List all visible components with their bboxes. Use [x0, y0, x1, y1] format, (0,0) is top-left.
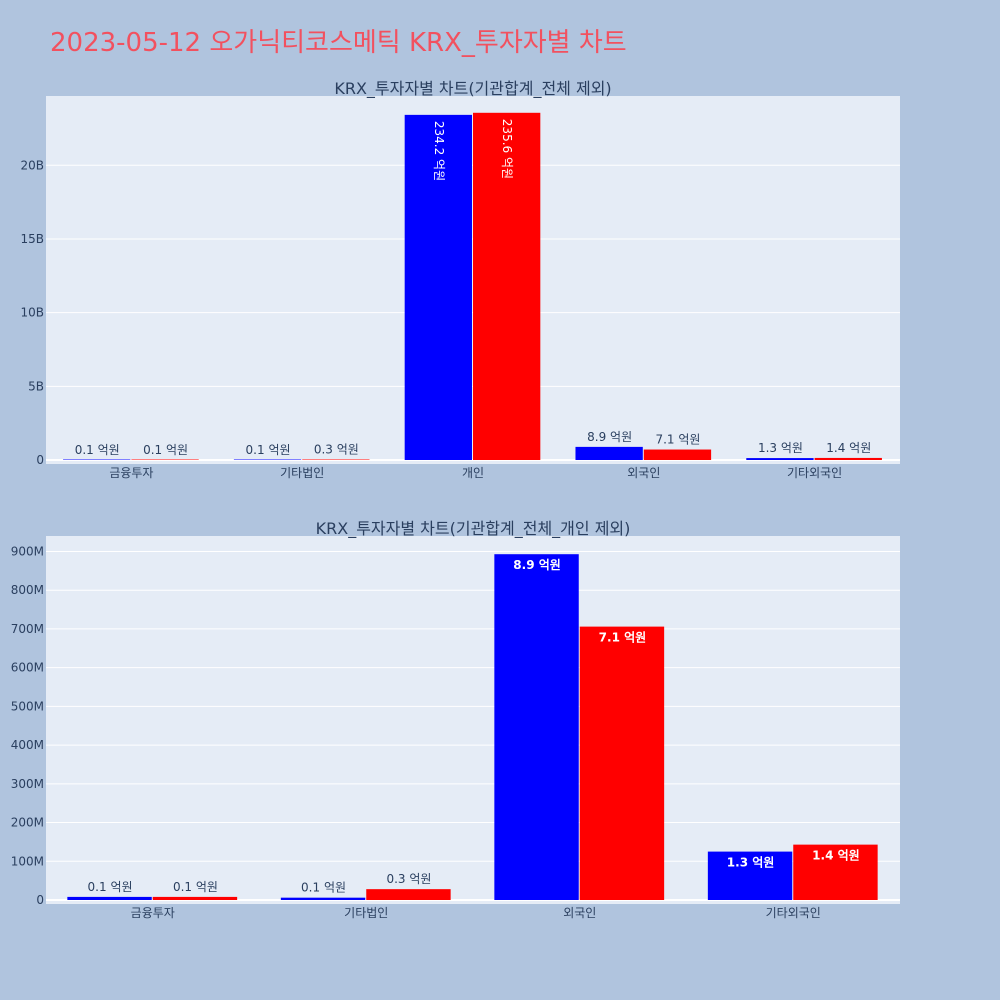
data-label: 235.6 억원 — [500, 119, 514, 179]
data-label: 7.1 억원 — [599, 631, 647, 645]
bar-buy — [233, 459, 302, 460]
y-tick-label: 0 — [36, 893, 44, 907]
bar-sell — [473, 112, 541, 461]
x-tick-label: 금융투자 — [109, 466, 153, 480]
y-tick-label: 10B — [20, 306, 44, 320]
bar-sell — [302, 459, 370, 460]
data-label: 8.9 억원 — [587, 430, 632, 444]
chart-title: KRX_투자자별 차트(기관합계_전체_개인 제외) — [316, 519, 631, 539]
y-tick-label: 200M — [11, 816, 44, 830]
chart-title: KRX_투자자별 차트(기관합계_전체 제외) — [334, 79, 611, 99]
bar-sell — [152, 896, 238, 900]
data-label: 7.1 억원 — [655, 433, 700, 447]
chart-all-investors: KRX_투자자별 차트(기관합계_전체 제외) 0 5B 10B 15B 20B 금융투자 0… — [20, 79, 900, 480]
bar-buy — [280, 897, 366, 900]
data-label: 1.4 억원 — [826, 441, 871, 455]
y-tick-label: 800M — [11, 583, 44, 597]
y-tick-label: 5B — [28, 379, 44, 393]
y-tick-label: 100M — [11, 854, 44, 868]
x-tick-label: 외국인 — [563, 906, 596, 920]
bar-sell — [814, 457, 882, 460]
y-tick-label: 600M — [11, 661, 44, 675]
data-label: 0.1 억원 — [88, 880, 133, 894]
x-tick-label: 외국인 — [627, 466, 660, 480]
x-tick-label: 기타외국인 — [787, 466, 842, 480]
data-label: 0.1 억원 — [246, 443, 291, 457]
data-label: 0.1 억원 — [301, 881, 346, 895]
x-tick-label: 기타법인 — [344, 906, 388, 920]
data-label: 0.1 억원 — [173, 880, 218, 894]
data-label: 0.3 억원 — [314, 443, 359, 457]
bar-buy — [494, 554, 579, 900]
data-label: 0.1 억원 — [143, 443, 188, 457]
y-tick-label: 700M — [11, 622, 44, 636]
bar-buy — [746, 458, 814, 460]
x-tick-label: 기타외국인 — [766, 906, 821, 920]
data-label: 234.2 억원 — [432, 121, 446, 181]
bar-buy — [63, 459, 131, 460]
x-tick-label: 금융투자 — [131, 906, 175, 920]
y-tick-label: 400M — [11, 738, 44, 752]
y-tick-label: 500M — [11, 699, 44, 713]
bar-sell — [131, 459, 199, 460]
plot-area — [46, 536, 900, 904]
data-label: 8.9 억원 — [513, 558, 561, 572]
bar-buy — [575, 446, 643, 460]
y-tick-label: 15B — [20, 232, 44, 246]
y-tick-label: 900M — [11, 544, 44, 558]
y-tick-label: 300M — [11, 777, 44, 791]
y-tick-label: 0 — [36, 453, 44, 467]
bar-buy — [404, 114, 472, 460]
data-label: 1.4 억원 — [812, 849, 860, 863]
bar-sell — [579, 626, 665, 900]
bar-buy — [707, 851, 793, 900]
page-title: 2023-05-12 오가닉티코스메틱 KRX_투자자별 차트 — [50, 28, 627, 58]
bar-sell — [366, 889, 451, 900]
chart-excluding-individual: KRX_투자자별 차트(기관합계_전체_개인 제외) 0 100M 200M 300M 4… — [11, 519, 900, 920]
data-label: 1.3 억원 — [727, 856, 775, 870]
data-label: 1.3 억원 — [758, 441, 803, 455]
x-tick-label: 개인 — [462, 466, 484, 480]
data-label: 0.3 억원 — [386, 872, 431, 886]
data-label: 0.1 억원 — [75, 443, 120, 457]
bar-sell — [643, 449, 712, 460]
y-tick-label: 20B — [20, 158, 44, 172]
x-tick-label: 기타법인 — [280, 466, 324, 480]
bar-sell — [793, 844, 878, 900]
bar-buy — [67, 896, 152, 900]
